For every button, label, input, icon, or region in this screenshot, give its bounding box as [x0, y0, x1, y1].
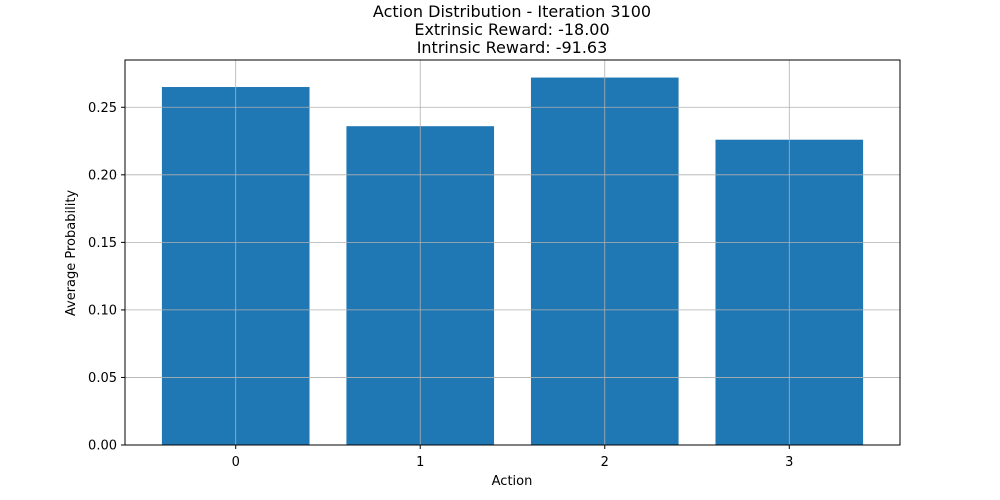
y-axis-label: Average Probability	[64, 190, 79, 317]
x-tick-label-2: 2	[601, 455, 609, 470]
x-tick-label-1: 1	[416, 455, 424, 470]
plot-area: 0.00 0.05 0.10 0.15 0.20 0.25 0 1 2 3	[88, 59, 901, 470]
chart-title-line-1: Action Distribution - Iteration 3100	[373, 2, 651, 21]
axes-frame	[124, 59, 901, 446]
x-tick-label-3: 3	[785, 455, 793, 470]
x-axis-label: Action	[492, 474, 533, 489]
chart-title-line-3: Intrinsic Reward: -91.63	[417, 38, 608, 57]
x-tick-label-0: 0	[232, 455, 240, 470]
y-tick-label-3: 0.15	[88, 236, 117, 251]
y-tick-label-0: 0.00	[88, 439, 117, 454]
y-tick-label-1: 0.05	[88, 371, 117, 386]
y-tick-label-5: 0.25	[88, 101, 117, 116]
y-tick-label-2: 0.10	[88, 303, 117, 318]
chart-title-line-2: Extrinsic Reward: -18.00	[414, 20, 609, 39]
y-tick-label-4: 0.20	[88, 168, 117, 183]
